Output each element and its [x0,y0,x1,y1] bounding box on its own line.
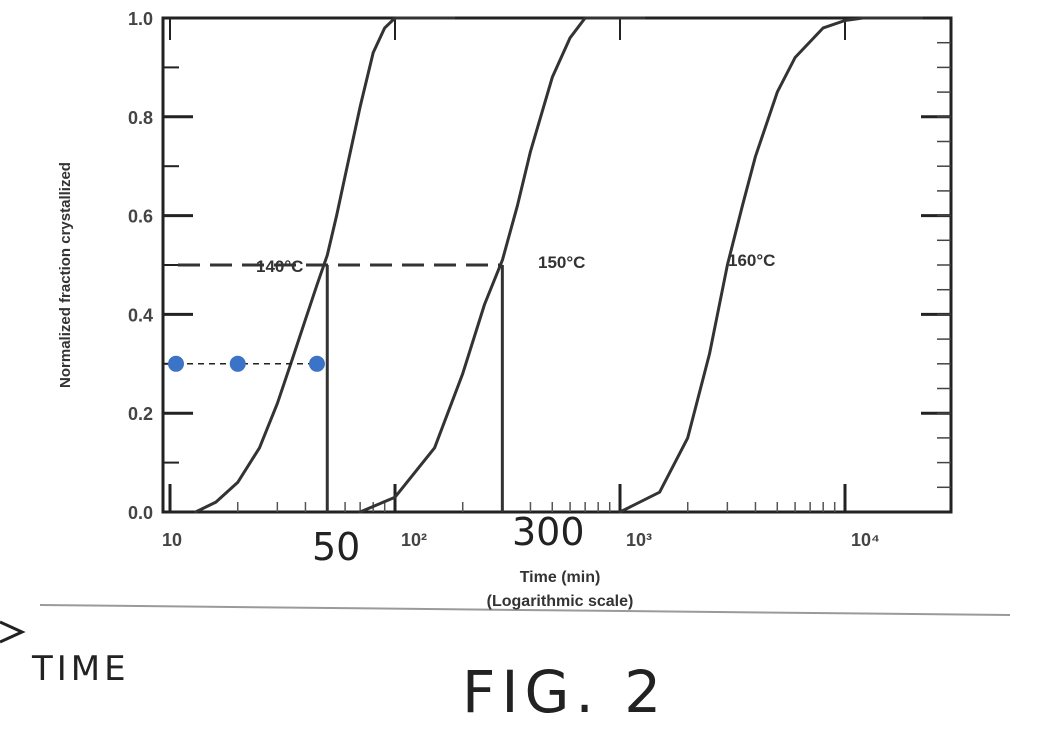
series-line [618,16,865,514]
y-tick-label: 1.0 [128,9,153,29]
annotation-point [168,355,184,372]
handwritten-50: 50 [312,525,360,569]
x-axis-subtitle: (Logarithmic scale) [487,593,634,610]
half-time-reference [178,263,504,512]
y-tick-label: 0.6 [128,207,153,227]
series-line [194,16,397,514]
series-label-160: 160°C [728,251,775,270]
series-label-150: 150°C [538,253,585,272]
y-axis-title: Normalized fraction crystallized [57,162,74,388]
x-axis-title: Time (min) [520,569,601,586]
annotation-points [168,355,325,372]
series-label-140: 140°C [256,257,303,276]
y-tick-label: 0.8 [128,108,153,128]
y-tick-label: 0.2 [128,404,153,424]
x-tick-label: 10² [401,530,427,550]
arrow-icon [0,620,26,644]
x-tick-label: 10⁴ [851,530,880,550]
annotation-point [308,355,325,372]
handwritten-figure-label: FIG. 2 [462,658,667,726]
handwritten-300: 300 [512,510,585,554]
paper-edge [39,604,1011,616]
y-tick-label: 0.4 [128,305,153,325]
x-tick-label: 10³ [626,530,652,550]
series-line [358,16,587,514]
x-axis-ticks: 10 10² 10³ 10⁴ [162,18,880,550]
series-curves [194,16,923,514]
handwritten-time: TIME [31,649,130,689]
y-tick-label: 0.0 [128,503,153,523]
right-axis-minor-ticks [937,41,951,489]
x-tick-label: 10 [162,530,182,550]
annotation-point [229,355,246,372]
